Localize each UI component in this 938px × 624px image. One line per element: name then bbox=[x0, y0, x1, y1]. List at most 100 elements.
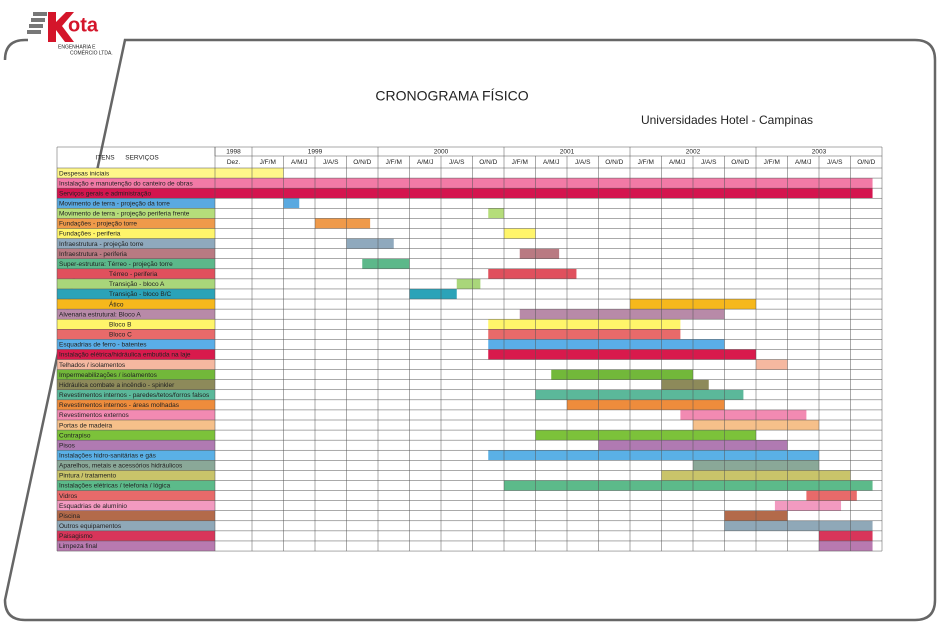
row-label: Ático bbox=[109, 299, 124, 308]
bar bbox=[488, 208, 504, 219]
title: CRONOGRAMA FÍSICO bbox=[375, 88, 528, 104]
bar bbox=[315, 218, 371, 229]
row-label-cell bbox=[57, 530, 215, 541]
row-label-cell bbox=[57, 470, 215, 481]
row-label: Aparelhos, metais e acessórios hidráulic… bbox=[59, 463, 183, 470]
row-label-cell bbox=[57, 480, 215, 491]
row-label-cell bbox=[57, 288, 215, 300]
row-label-cell bbox=[57, 218, 215, 229]
row-label-cell bbox=[57, 268, 215, 279]
row-label-cell bbox=[57, 440, 215, 451]
row-label: Super-estrutura: Térreo - projeção torre bbox=[59, 261, 173, 268]
row-label-cell bbox=[57, 178, 215, 189]
row-label-cell bbox=[57, 168, 215, 179]
row-label-cell bbox=[57, 339, 215, 350]
bar bbox=[488, 339, 725, 350]
row-label: Despesas iniciais bbox=[59, 170, 110, 177]
bar bbox=[488, 268, 577, 279]
bar bbox=[756, 359, 788, 370]
bar bbox=[774, 500, 842, 511]
bar bbox=[488, 349, 756, 360]
row-label: Serviços gerais e administração bbox=[59, 190, 152, 197]
bar bbox=[551, 369, 693, 380]
year-label: 2002 bbox=[686, 149, 701, 156]
row-label: Instalações hidro-sanitárias e gás bbox=[59, 452, 157, 459]
row-label: Esquadrias de ferro - batentes bbox=[59, 342, 147, 349]
period-label: A/M/J bbox=[669, 159, 686, 166]
bar bbox=[346, 238, 394, 249]
period-label: J/A/S bbox=[449, 159, 465, 166]
row-label-cell bbox=[57, 238, 215, 249]
row-label-cell bbox=[57, 420, 215, 431]
year-label: 1998 bbox=[226, 149, 241, 156]
row-label: Outros equipamentos bbox=[59, 523, 122, 530]
period-label: J/F/M bbox=[512, 159, 528, 166]
header-services: SERVIÇOS bbox=[125, 155, 159, 162]
bar bbox=[283, 198, 300, 209]
row-label-cell bbox=[57, 500, 215, 511]
schedule-table: ITENS SERVIÇOS 1998 Dez. 1999 J/F/M A/M/J J/A/S… bbox=[56, 146, 883, 552]
period-label: J/A/S bbox=[827, 159, 843, 166]
row-label: Transição - bloco A bbox=[109, 281, 165, 288]
row-label: Hidráulica combate a incêndio - spinkler bbox=[59, 382, 175, 389]
row-label-cell bbox=[57, 450, 215, 461]
period-label: Dez. bbox=[227, 159, 241, 166]
row-label-cell bbox=[57, 198, 215, 209]
row-label: Bloco B bbox=[109, 321, 131, 328]
bar bbox=[806, 490, 857, 501]
row-label: Movimento de terra - projeção periferia … bbox=[59, 211, 190, 218]
bar bbox=[215, 168, 284, 179]
frame bbox=[3, 38, 937, 622]
row-label: Pintura / tratamento bbox=[59, 473, 116, 480]
row-label: Fundações - periferia bbox=[59, 231, 121, 238]
bar bbox=[535, 430, 756, 441]
bar bbox=[215, 188, 873, 199]
year-label: 1999 bbox=[308, 149, 323, 156]
row-label: Instalações elétricas / telefonia / lógi… bbox=[59, 483, 171, 490]
row-label-cell bbox=[57, 369, 215, 380]
bar bbox=[362, 258, 410, 269]
logo-subtitle: COMÉRCIO LTDA. bbox=[70, 49, 113, 56]
row-label-cell bbox=[57, 228, 215, 239]
header-items: ITENS bbox=[95, 155, 115, 162]
row-label-cell bbox=[57, 248, 215, 259]
row-label: Infraestrutura - periferia bbox=[59, 251, 127, 258]
bar bbox=[535, 389, 744, 400]
row-label: Transição - bloco B/C bbox=[109, 291, 172, 298]
logo-name: ota bbox=[68, 14, 99, 36]
period-label: J/A/S bbox=[575, 159, 591, 166]
row-label: Revestimentos internos - áreas molhadas bbox=[59, 402, 180, 409]
row-label: Alvenaria estrutural: Bloco A bbox=[59, 311, 141, 318]
row-label: Bloco C bbox=[109, 332, 132, 339]
row-label-cell bbox=[57, 389, 215, 400]
period-label: A/M/J bbox=[417, 159, 434, 166]
row-label: Instalação elétrica/hidráulica embutida … bbox=[59, 352, 191, 359]
row-label: Esquadrias de alumínio bbox=[59, 503, 127, 510]
bar bbox=[504, 480, 873, 491]
year-label: 2001 bbox=[560, 149, 575, 156]
period-label: J/F/M bbox=[260, 159, 276, 166]
bar bbox=[519, 248, 560, 259]
period-label: O/N/D bbox=[479, 159, 497, 166]
bar bbox=[488, 329, 681, 340]
row-label-cell bbox=[57, 309, 215, 320]
row-label: Fundações - projeção torre bbox=[59, 221, 137, 228]
row-label-cell bbox=[57, 540, 215, 552]
period-label: J/A/S bbox=[323, 159, 339, 166]
row-label: Contrapiso bbox=[59, 432, 91, 439]
bar bbox=[661, 379, 709, 390]
bar bbox=[680, 409, 807, 420]
bar bbox=[519, 309, 725, 320]
row-label-cell bbox=[57, 460, 215, 471]
bar bbox=[409, 288, 457, 300]
bar bbox=[567, 399, 725, 410]
row-label: Movimento de terra - projeção da torre bbox=[59, 200, 170, 207]
row-label: Instalação e manutenção do canteiro de o… bbox=[59, 180, 193, 187]
row-label-cell bbox=[57, 520, 215, 531]
row-label-cell bbox=[57, 510, 215, 521]
bar bbox=[456, 278, 481, 289]
period-label: O/N/D bbox=[731, 159, 749, 166]
period-label: O/N/D bbox=[605, 159, 623, 166]
row-label: Revestimentos externos bbox=[59, 412, 129, 419]
row-label-cell bbox=[57, 409, 215, 420]
